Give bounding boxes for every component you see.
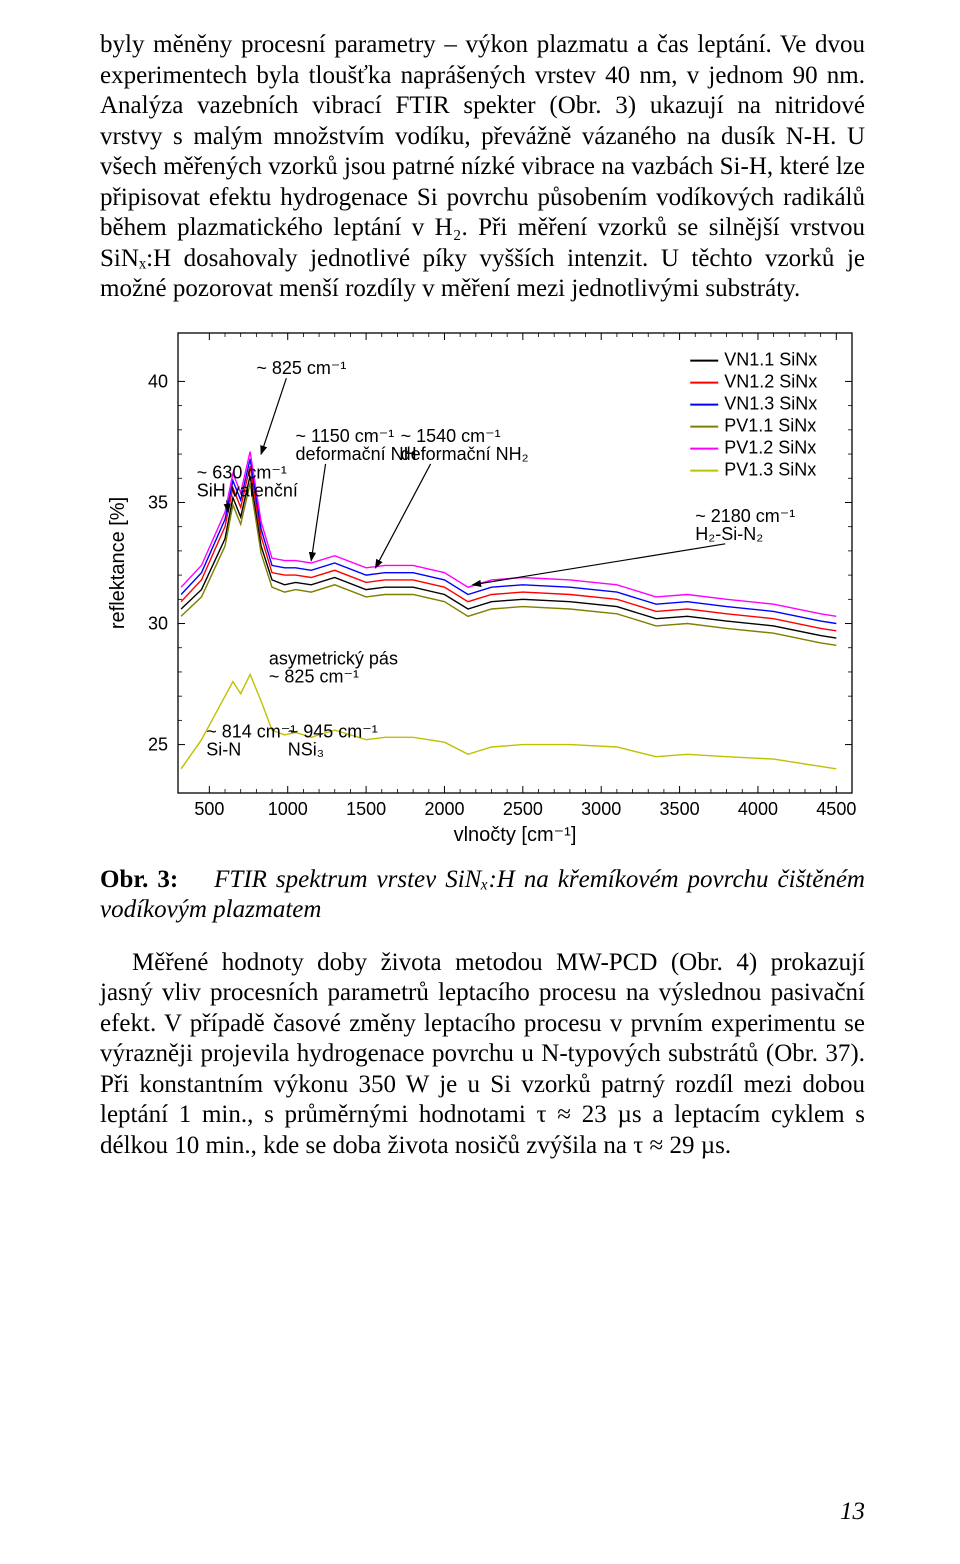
svg-text:1500: 1500	[346, 799, 386, 819]
paragraph-1: byly měněny procesní parametry – výkon p…	[100, 30, 865, 305]
figure-text: FTIR spektrum vrstev SiNₓ:H na křemíkové…	[100, 866, 865, 924]
svg-text:3500: 3500	[660, 799, 700, 819]
svg-text:35: 35	[148, 492, 168, 512]
svg-text:25: 25	[148, 734, 168, 754]
chart-svg: 500 1000 1500 2000 2500 3000 3500 4000 4500 25 30 3…	[100, 315, 870, 855]
svg-text:VN1.3 SiNx: VN1.3 SiNx	[724, 393, 817, 413]
svg-text:~ 825 cm⁻¹: ~ 825 cm⁻¹	[256, 358, 346, 378]
svg-text:PV1.3 SiNx: PV1.3 SiNx	[724, 459, 816, 479]
svg-text:2000: 2000	[424, 799, 464, 819]
svg-text:4000: 4000	[738, 799, 778, 819]
svg-text:H₂-Si-N₂: H₂-Si-N₂	[695, 523, 763, 543]
svg-text:deformační NH: deformační NH	[296, 443, 417, 463]
paragraph-2: Měřené hodnoty doby života metodou MW-PC…	[100, 948, 865, 1162]
svg-text:30: 30	[148, 613, 168, 633]
svg-text:VN1.1 SiNx: VN1.1 SiNx	[724, 349, 817, 369]
svg-text:reflektance [%]: reflektance [%]	[107, 496, 129, 628]
svg-text:NSi₃: NSi₃	[288, 739, 324, 759]
svg-text:2500: 2500	[503, 799, 543, 819]
svg-text:Si-N: Si-N	[206, 739, 241, 759]
svg-text:~ 1150 cm⁻¹: ~ 1150 cm⁻¹	[296, 425, 395, 445]
svg-text:500: 500	[194, 799, 224, 819]
ftir-spectrum-chart: 500 1000 1500 2000 2500 3000 3500 4000 4500 25 30 3…	[100, 315, 870, 855]
svg-text:4500: 4500	[816, 799, 856, 819]
svg-text:vlnočty [cm⁻¹]: vlnočty [cm⁻¹]	[454, 824, 577, 846]
svg-text:~ 814 cm⁻¹: ~ 814 cm⁻¹	[206, 721, 296, 741]
svg-text:~ 825 cm⁻¹: ~ 825 cm⁻¹	[269, 666, 359, 686]
svg-text:~ 2180 cm⁻¹: ~ 2180 cm⁻¹	[695, 505, 795, 525]
svg-text:~ 1540 cm⁻¹: ~ 1540 cm⁻¹	[401, 425, 501, 445]
page-number: 13	[840, 1498, 865, 1526]
page: byly měněny procesní parametry – výkon p…	[0, 0, 960, 1564]
svg-text:VN1.2 SiNx: VN1.2 SiNx	[724, 371, 817, 391]
svg-text:3000: 3000	[581, 799, 621, 819]
figure-caption: Obr. 3: FTIR spektrum vrstev SiNₓ:H na k…	[100, 865, 865, 926]
figure-label: Obr. 3:	[100, 866, 178, 893]
svg-text:SiH valenční: SiH valenční	[197, 480, 298, 500]
svg-text:~ 630 cm⁻¹: ~ 630 cm⁻¹	[197, 462, 287, 482]
svg-text:asymetrický pás: asymetrický pás	[269, 648, 398, 668]
svg-text:1000: 1000	[268, 799, 308, 819]
svg-text:PV1.2 SiNx: PV1.2 SiNx	[724, 437, 816, 457]
svg-text:deformační NH₂: deformační NH₂	[401, 443, 529, 463]
svg-text:PV1.1 SiNx: PV1.1 SiNx	[724, 415, 816, 435]
svg-text:~ 945 cm⁻¹: ~ 945 cm⁻¹	[288, 721, 378, 741]
svg-text:40: 40	[148, 371, 168, 391]
